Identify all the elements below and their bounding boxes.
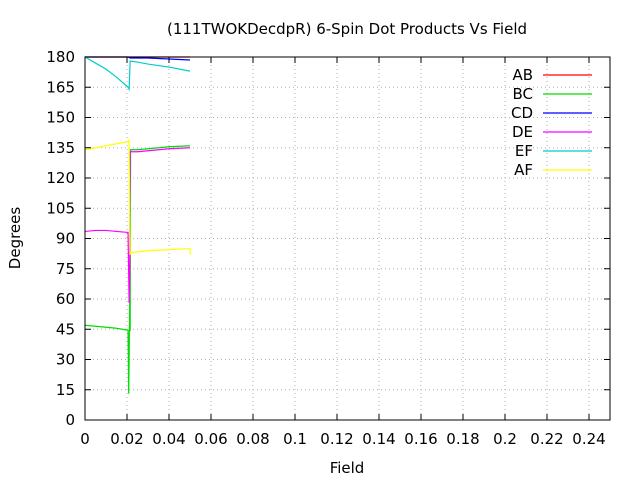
y-tick-label: 30 <box>56 351 75 369</box>
legend-label-af: AF <box>514 161 533 179</box>
chart-title: (111TWOKDecdpR) 6-Spin Dot Products Vs F… <box>167 20 527 38</box>
x-tick-label: 0.16 <box>404 430 437 448</box>
y-tick-label: 165 <box>46 78 75 96</box>
y-tick-label: 45 <box>56 320 75 338</box>
x-axis-label: Field <box>330 459 365 477</box>
y-tick-label: 135 <box>46 139 75 157</box>
series-line-ef <box>84 56 191 92</box>
series-layer <box>84 56 192 394</box>
x-tick-label: 0.1 <box>283 430 307 448</box>
y-tick-label: 60 <box>56 290 75 308</box>
y-tick-label: 105 <box>46 199 75 217</box>
y-axis-label: Degrees <box>6 207 24 270</box>
y-tick-label: 180 <box>46 48 75 66</box>
x-tick-label: 0.18 <box>446 430 479 448</box>
x-tick-label: 0 <box>80 430 90 448</box>
legend-label-ab: AB <box>512 66 533 84</box>
x-tick-label: 0.02 <box>110 430 143 448</box>
x-tick-label: 0.24 <box>572 430 605 448</box>
y-tick-label: 150 <box>46 109 75 127</box>
y-tick-label: 15 <box>56 381 75 399</box>
legend-label-de: DE <box>512 123 533 141</box>
series-line-af <box>84 139 192 255</box>
y-tick-label: 0 <box>65 411 75 429</box>
x-tick-label: 0.22 <box>530 430 563 448</box>
y-tick-label: 90 <box>56 230 75 248</box>
x-tick-label: 0.14 <box>362 430 395 448</box>
series-line-bc <box>84 145 191 394</box>
series-line-de <box>84 147 191 304</box>
grid <box>85 57 610 420</box>
legend-label-ef: EF <box>515 142 533 160</box>
x-axis-ticks: 0 0.02 0.04 0.06 0.08 0.1 0.12 0.14 0.16 0.18 0.2 0… <box>80 57 606 448</box>
x-tick-label: 0.04 <box>152 430 185 448</box>
x-tick-label: 0.08 <box>236 430 269 448</box>
legend-label-cd: CD <box>511 104 533 122</box>
y-tick-label: 120 <box>46 169 75 187</box>
x-tick-label: 0.2 <box>493 430 517 448</box>
x-tick-label: 0.06 <box>194 430 227 448</box>
y-tick-label: 75 <box>56 260 75 278</box>
legend-label-bc: BC <box>512 85 533 103</box>
y-axis-ticks: 0 15 30 45 60 75 90 105 120 135 150 165 180 <box>46 48 610 429</box>
x-tick-label: 0.12 <box>320 430 353 448</box>
